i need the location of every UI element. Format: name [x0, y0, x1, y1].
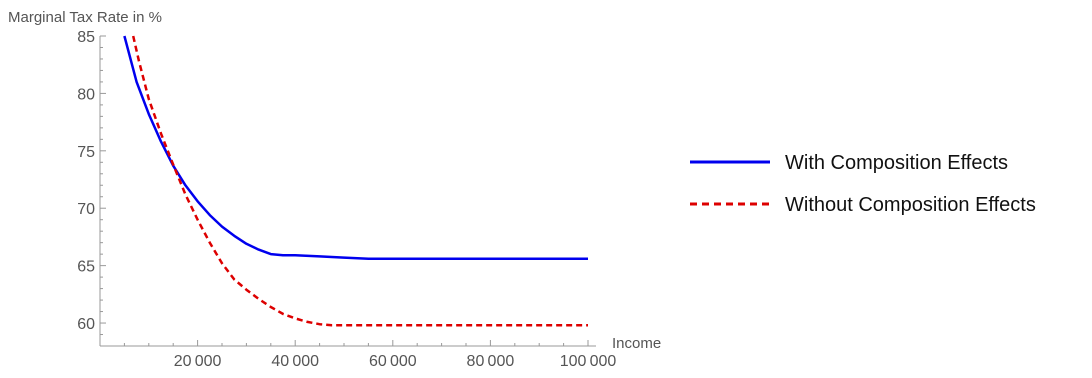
- axes: [99, 36, 596, 347]
- y-tick-label: 80: [77, 86, 95, 103]
- y-tick-label: 85: [77, 29, 95, 46]
- x-tick-label: 20 000: [174, 353, 222, 370]
- legend-label-without-composition: Without Composition Effects: [785, 194, 1036, 216]
- series-lines: [123, 35, 588, 327]
- legend-label-with-composition: With Composition Effects: [785, 152, 1008, 174]
- x-tick-label: 100 000: [560, 353, 617, 370]
- legend: With Composition Effects Without Composi…: [690, 152, 1036, 216]
- x-tick-label: 40 000: [271, 353, 319, 370]
- x-tick-label: 80 000: [467, 353, 515, 370]
- y-tick-label: 65: [77, 259, 95, 276]
- y-tick-label: 60: [77, 316, 95, 333]
- tick-labels: 60 65 70 75 80 85 20 000 40 000 60 000 80 000 100 …: [77, 29, 616, 370]
- tick-marks: [99, 35, 589, 347]
- x-tick-label: 60 000: [369, 353, 417, 370]
- series-line-without-composition: [131, 35, 588, 327]
- x-axis-title: Income: [612, 335, 661, 352]
- series-line-with-composition: [123, 35, 588, 260]
- y-axis-title: Marginal Tax Rate in %: [8, 9, 162, 26]
- y-tick-label: 70: [77, 201, 95, 218]
- y-tick-label: 75: [77, 144, 95, 161]
